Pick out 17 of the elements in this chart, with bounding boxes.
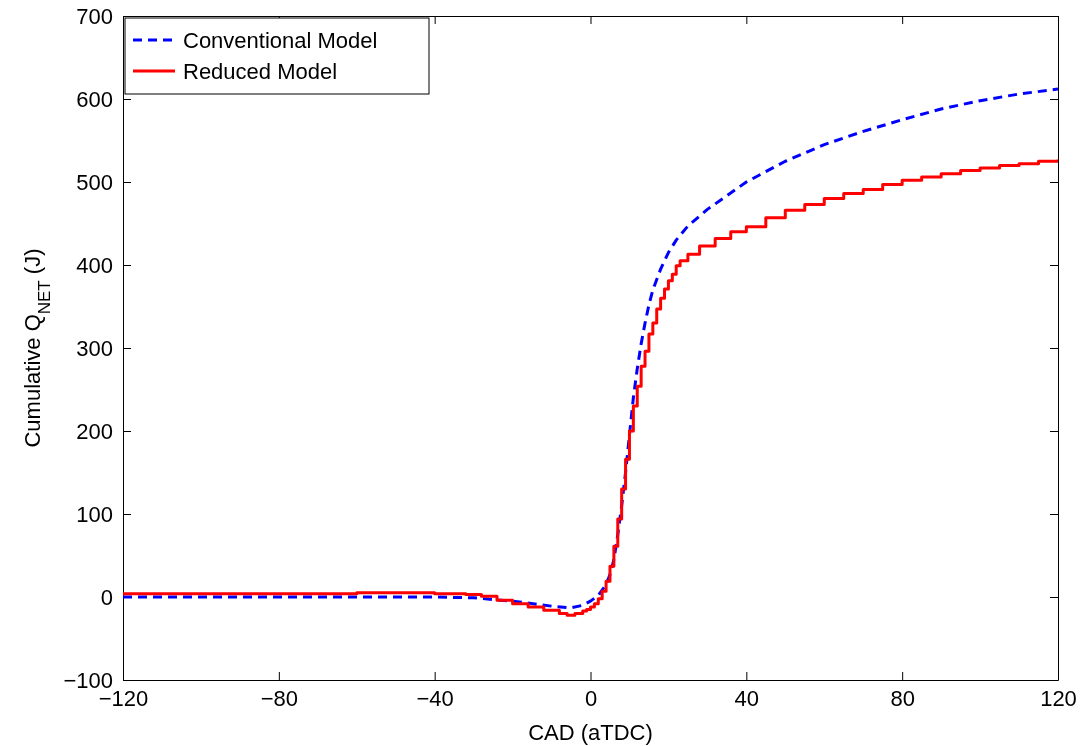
y-tick-label: 100 bbox=[76, 501, 113, 527]
y-tick-label: 400 bbox=[76, 252, 113, 278]
legend-label: Conventional Model bbox=[183, 28, 378, 53]
x-tick-label: 120 bbox=[1040, 685, 1077, 711]
x-tick-label: 80 bbox=[890, 685, 915, 711]
y-tick-label: 600 bbox=[76, 86, 113, 112]
y-tick-label: 300 bbox=[76, 335, 113, 361]
y-tick-label: 700 bbox=[76, 3, 113, 29]
y-tick-label: 200 bbox=[76, 418, 113, 444]
legend-label: Reduced Model bbox=[183, 59, 338, 84]
x-tick-label: 40 bbox=[734, 685, 760, 711]
x-tick-label: −80 bbox=[260, 685, 298, 711]
x-tick-label: −40 bbox=[416, 685, 454, 711]
y-tick-label: 500 bbox=[76, 169, 113, 195]
x-tick-label: 0 bbox=[584, 685, 598, 711]
y-tick-label: 0 bbox=[100, 584, 113, 610]
x-axis-title: CAD (aTDC) bbox=[528, 720, 653, 745]
